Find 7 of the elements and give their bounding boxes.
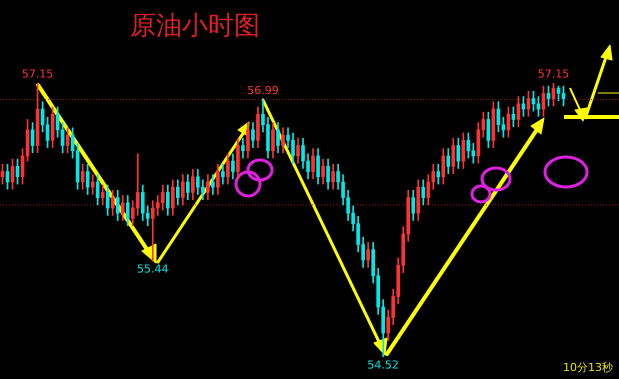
chart-title: 原油小时图 [130, 10, 260, 43]
annotation: 54.52 [367, 358, 399, 372]
annotation: 57.15 [22, 67, 54, 80]
annotation: 55.44 [137, 262, 169, 276]
annotation: 56.99 [247, 84, 279, 98]
annotation: 57.15 [538, 67, 570, 80]
text: 10分13秒 [563, 360, 613, 375]
